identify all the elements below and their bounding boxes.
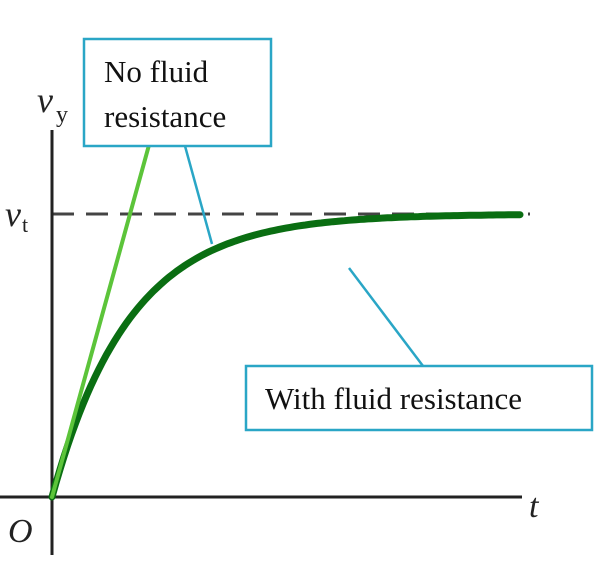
series-no-fluid-resistance bbox=[50, 112, 160, 499]
leader-line-no-fluid bbox=[183, 145, 214, 245]
origin-label: O bbox=[8, 513, 33, 550]
annotation-no-fluid-line2: resistance bbox=[104, 99, 226, 134]
terminal-velocity-label: vt bbox=[5, 194, 28, 237]
annotation-no-fluid-line1: No fluid bbox=[104, 54, 209, 89]
annotation-box-with-fluid bbox=[244, 364, 594, 432]
annotation-box-no-fluid bbox=[82, 37, 273, 148]
leader-line-with-fluid bbox=[348, 267, 424, 367]
x-axis-label: t bbox=[529, 488, 540, 525]
annotation-with-fluid-line1: With fluid resistance bbox=[265, 381, 522, 416]
series-with-fluid-resistance bbox=[48, 211, 524, 501]
